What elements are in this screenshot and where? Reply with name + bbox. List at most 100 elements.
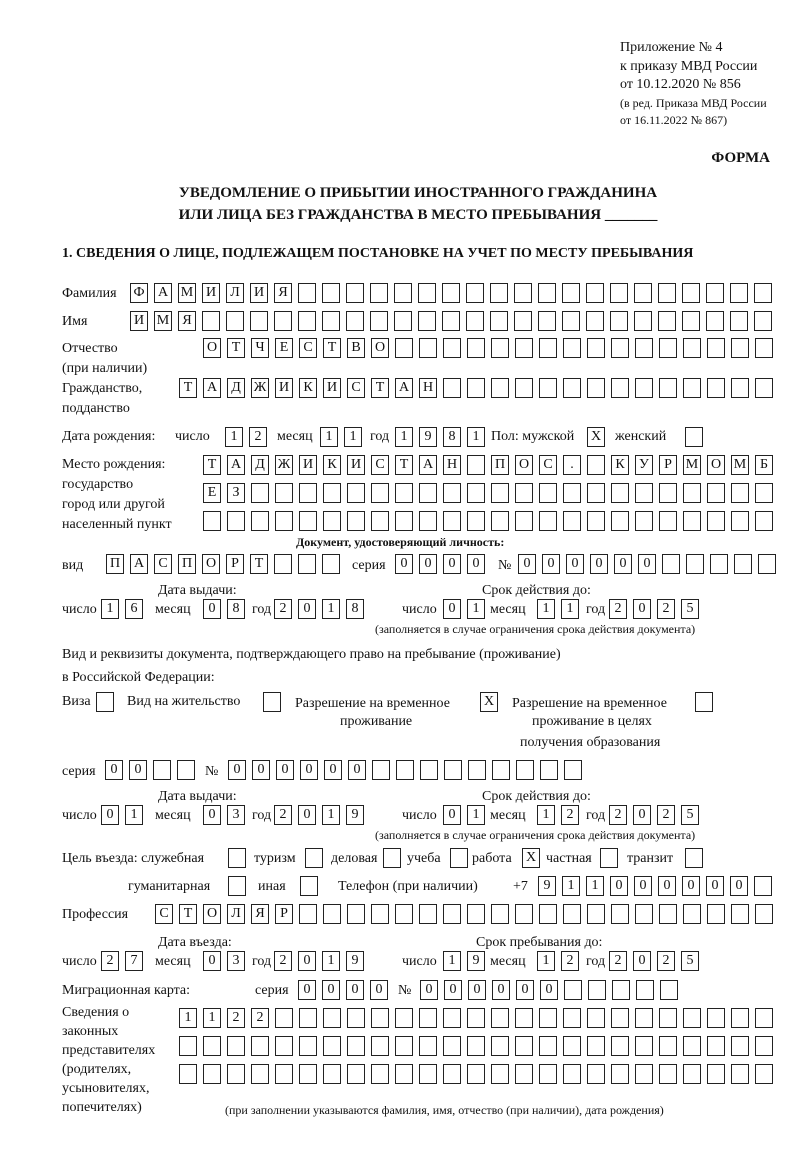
char-cell-id-valid-month[interactable]: 1 [561, 599, 579, 619]
char-cell-id-number[interactable] [758, 554, 776, 574]
char-cell-surname[interactable]: Я [274, 283, 292, 303]
char-cell-permit-issue-day[interactable]: 0 [101, 805, 119, 825]
char-cell-rep-2[interactable] [395, 1036, 413, 1056]
char-cell-birthplace-2[interactable] [587, 483, 605, 503]
char-cell-rep-1[interactable] [731, 1008, 749, 1028]
char-cell-name[interactable] [466, 311, 484, 331]
char-cell-rep-3[interactable] [755, 1064, 773, 1084]
char-cell-birthplace-3[interactable] [587, 511, 605, 531]
char-cell-birthplace-1[interactable] [467, 455, 485, 475]
char-cell-permit-number[interactable] [468, 760, 486, 780]
char-cell-permit-issue-month[interactable]: 0 [203, 805, 221, 825]
char-cell-name[interactable] [322, 311, 340, 331]
char-cell-permit-issue-month[interactable]: 3 [227, 805, 245, 825]
char-cell-dob-year[interactable]: 1 [395, 427, 413, 447]
char-cell-phone[interactable]: 0 [658, 876, 676, 896]
char-cell-birthplace-3[interactable] [563, 511, 581, 531]
char-cell-id-number[interactable]: 0 [566, 554, 584, 574]
char-cell-rep-2[interactable] [203, 1036, 221, 1056]
char-cell-dob-day[interactable]: 1 [225, 427, 243, 447]
char-cell-surname[interactable] [538, 283, 556, 303]
char-cell-profession[interactable] [587, 904, 605, 924]
char-cell-patronymic[interactable]: О [371, 338, 389, 358]
checkbox-trp[interactable]: X [480, 692, 498, 712]
char-cell-profession[interactable] [371, 904, 389, 924]
char-cell-birthplace-3[interactable] [491, 511, 509, 531]
char-cell-birthplace-2[interactable] [563, 483, 581, 503]
char-cell-rep-2[interactable] [491, 1036, 509, 1056]
char-cell-profession[interactable]: Л [227, 904, 245, 924]
char-cell-birthplace-2[interactable] [395, 483, 413, 503]
char-cell-id-number[interactable] [662, 554, 680, 574]
char-cell-birthplace-3[interactable] [659, 511, 677, 531]
char-cell-entry-year[interactable]: 0 [298, 951, 316, 971]
char-cell-name[interactable] [442, 311, 460, 331]
char-cell-rep-2[interactable] [275, 1036, 293, 1056]
char-cell-surname[interactable] [586, 283, 604, 303]
char-cell-name[interactable] [562, 311, 580, 331]
char-cell-rep-1[interactable] [755, 1008, 773, 1028]
char-cell-birthplace-1[interactable]: Н [443, 455, 461, 475]
char-cell-id-kind[interactable]: А [130, 554, 148, 574]
char-cell-permit-valid-day[interactable]: 1 [467, 805, 485, 825]
char-cell-birthplace-1[interactable]: К [323, 455, 341, 475]
char-cell-mig-number[interactable]: 0 [516, 980, 534, 1000]
char-cell-birthplace-2[interactable] [443, 483, 461, 503]
char-cell-permit-number[interactable] [540, 760, 558, 780]
char-cell-id-kind[interactable] [322, 554, 340, 574]
char-cell-patronymic[interactable]: В [347, 338, 365, 358]
char-cell-rep-1[interactable] [395, 1008, 413, 1028]
char-cell-id-valid-month[interactable]: 1 [537, 599, 555, 619]
char-cell-id-valid-day[interactable]: 1 [467, 599, 485, 619]
char-cell-birthplace-2[interactable] [659, 483, 677, 503]
char-cell-patronymic[interactable] [443, 338, 461, 358]
char-cell-id-series[interactable]: 0 [467, 554, 485, 574]
char-cell-profession[interactable] [635, 904, 653, 924]
char-cell-id-kind[interactable]: Р [226, 554, 244, 574]
char-cell-permit-valid-year[interactable]: 5 [681, 805, 699, 825]
char-cell-rep-1[interactable]: 2 [227, 1008, 245, 1028]
char-cell-birthplace-3[interactable] [395, 511, 413, 531]
char-cell-birthplace-3[interactable] [611, 511, 629, 531]
char-cell-rep-1[interactable]: 1 [203, 1008, 221, 1028]
char-cell-rep-1[interactable] [707, 1008, 725, 1028]
char-cell-permit-series[interactable] [153, 760, 171, 780]
char-cell-id-issue-year[interactable]: 1 [322, 599, 340, 619]
char-cell-birthplace-3[interactable] [515, 511, 533, 531]
char-cell-phone[interactable]: 1 [562, 876, 580, 896]
char-cell-rep-1[interactable] [419, 1008, 437, 1028]
char-cell-entry-year[interactable]: 1 [322, 951, 340, 971]
char-cell-patronymic[interactable] [515, 338, 533, 358]
char-cell-rep-2[interactable] [635, 1036, 653, 1056]
char-cell-surname[interactable]: Ф [130, 283, 148, 303]
char-cell-birthplace-3[interactable] [227, 511, 245, 531]
char-cell-birthplace-1[interactable]: М [683, 455, 701, 475]
char-cell-citizenship[interactable]: А [203, 378, 221, 398]
char-cell-mig-series[interactable]: 0 [370, 980, 388, 1000]
char-cell-rep-1[interactable] [587, 1008, 605, 1028]
char-cell-phone[interactable]: 0 [682, 876, 700, 896]
char-cell-rep-3[interactable] [491, 1064, 509, 1084]
char-cell-patronymic[interactable] [539, 338, 557, 358]
char-cell-surname[interactable] [658, 283, 676, 303]
char-cell-citizenship[interactable]: А [395, 378, 413, 398]
char-cell-id-issue-year[interactable]: 2 [274, 599, 292, 619]
char-cell-stay-month[interactable]: 2 [561, 951, 579, 971]
checkbox-sex-female[interactable] [685, 427, 703, 447]
char-cell-citizenship[interactable] [467, 378, 485, 398]
char-cell-rep-2[interactable] [179, 1036, 197, 1056]
char-cell-stay-year[interactable]: 2 [657, 951, 675, 971]
char-cell-birthplace-1[interactable]: Б [755, 455, 773, 475]
char-cell-permit-number[interactable] [516, 760, 534, 780]
char-cell-profession[interactable]: Я [251, 904, 269, 924]
char-cell-entry-year[interactable]: 9 [346, 951, 364, 971]
char-cell-birthplace-3[interactable] [299, 511, 317, 531]
char-cell-birthplace-3[interactable] [683, 511, 701, 531]
char-cell-mig-number[interactable]: 0 [492, 980, 510, 1000]
char-cell-birthplace-3[interactable] [347, 511, 365, 531]
char-cell-id-number[interactable]: 0 [638, 554, 656, 574]
char-cell-id-series[interactable]: 0 [443, 554, 461, 574]
char-cell-birthplace-1[interactable]: О [515, 455, 533, 475]
char-cell-name[interactable] [730, 311, 748, 331]
char-cell-citizenship[interactable] [755, 378, 773, 398]
